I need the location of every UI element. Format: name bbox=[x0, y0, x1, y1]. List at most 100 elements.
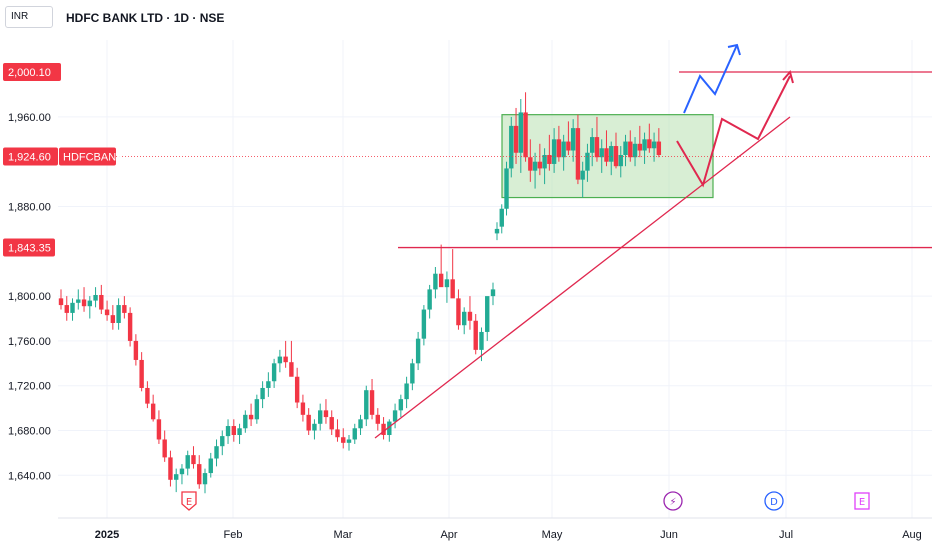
candle-body[interactable] bbox=[312, 423, 317, 431]
candle-body[interactable] bbox=[341, 437, 346, 443]
candle-body[interactable] bbox=[289, 362, 294, 377]
earnings-icon[interactable] bbox=[854, 492, 870, 510]
candle-body[interactable] bbox=[532, 161, 538, 171]
candle-body[interactable] bbox=[358, 419, 363, 429]
candle-body[interactable] bbox=[254, 399, 260, 420]
candle-body[interactable] bbox=[387, 421, 392, 435]
candle-body[interactable] bbox=[494, 228, 500, 234]
candle-body[interactable] bbox=[346, 439, 352, 443]
candle-body[interactable] bbox=[306, 414, 311, 431]
candle-body[interactable] bbox=[110, 315, 116, 323]
candle-body[interactable] bbox=[99, 294, 104, 310]
candle-body[interactable] bbox=[490, 289, 496, 297]
candle-body[interactable] bbox=[542, 154, 547, 169]
trend-line[interactable] bbox=[374, 116, 791, 439]
candle-body[interactable] bbox=[647, 139, 652, 149]
candle-body[interactable] bbox=[556, 139, 562, 158]
candle-body[interactable] bbox=[185, 455, 190, 469]
candle-body[interactable] bbox=[352, 428, 357, 440]
candle-body[interactable] bbox=[283, 356, 288, 363]
candle-body[interactable] bbox=[150, 403, 156, 420]
candle-body[interactable] bbox=[202, 473, 208, 485]
candle-body[interactable] bbox=[456, 298, 461, 326]
candle-body[interactable] bbox=[271, 363, 277, 382]
candle-body[interactable] bbox=[566, 141, 571, 151]
candle-body[interactable] bbox=[594, 137, 600, 158]
candle-body[interactable] bbox=[87, 300, 92, 307]
candle-body[interactable] bbox=[450, 279, 455, 299]
candle-body[interactable] bbox=[375, 414, 380, 424]
candle-body[interactable] bbox=[575, 128, 581, 180]
candle-body[interactable] bbox=[318, 410, 323, 424]
candle-body[interactable] bbox=[651, 141, 657, 149]
candle-body[interactable] bbox=[168, 457, 173, 480]
candle-body[interactable] bbox=[604, 148, 609, 162]
split-bolt-icon[interactable] bbox=[663, 491, 683, 511]
candle-body[interactable] bbox=[174, 474, 179, 480]
candle-body[interactable] bbox=[214, 446, 219, 459]
candle-body[interactable] bbox=[618, 154, 623, 167]
candle-body[interactable] bbox=[58, 298, 64, 306]
candle-body[interactable] bbox=[162, 439, 167, 458]
candle-body[interactable] bbox=[145, 387, 150, 404]
candle-body[interactable] bbox=[300, 402, 306, 415]
candle-body[interactable] bbox=[70, 302, 75, 313]
candle-body[interactable] bbox=[523, 112, 528, 158]
candle-body[interactable] bbox=[156, 419, 162, 440]
candle-body[interactable] bbox=[628, 141, 633, 158]
candle-body[interactable] bbox=[220, 436, 225, 447]
candle-body[interactable] bbox=[139, 359, 144, 388]
candle-body[interactable] bbox=[467, 311, 473, 321]
candle-body[interactable] bbox=[76, 299, 81, 303]
candle-body[interactable] bbox=[485, 296, 490, 332]
candle-body[interactable] bbox=[547, 154, 552, 164]
candle-body[interactable] bbox=[398, 399, 404, 411]
candle-body[interactable] bbox=[277, 356, 283, 364]
candle-body[interactable] bbox=[585, 152, 590, 171]
candle-body[interactable] bbox=[473, 320, 478, 350]
candle-body[interactable] bbox=[64, 305, 69, 313]
candle-body[interactable] bbox=[642, 139, 647, 151]
dividend-icon[interactable] bbox=[764, 491, 784, 511]
candle-body[interactable] bbox=[421, 309, 427, 339]
candle-body[interactable] bbox=[323, 410, 329, 418]
candle-body[interactable] bbox=[329, 417, 334, 430]
candle-body[interactable] bbox=[570, 128, 576, 151]
candle-body[interactable] bbox=[632, 143, 638, 158]
candle-body[interactable] bbox=[613, 146, 619, 167]
candle-body[interactable] bbox=[404, 383, 409, 400]
candle-body[interactable] bbox=[81, 299, 87, 307]
candle-body[interactable] bbox=[116, 305, 121, 323]
candle-body[interactable] bbox=[104, 309, 110, 316]
candle-body[interactable] bbox=[504, 168, 509, 209]
candle-body[interactable] bbox=[509, 125, 514, 169]
candle-body[interactable] bbox=[369, 390, 375, 415]
candle-body[interactable] bbox=[609, 146, 614, 162]
candle-body[interactable] bbox=[208, 458, 213, 474]
candle-body[interactable] bbox=[623, 141, 628, 155]
candle-body[interactable] bbox=[590, 137, 595, 153]
candle-body[interactable] bbox=[381, 423, 386, 435]
candle-body[interactable] bbox=[479, 331, 484, 350]
candle-body[interactable] bbox=[248, 414, 254, 420]
candle-body[interactable] bbox=[551, 139, 557, 164]
candle-body[interactable] bbox=[294, 376, 300, 403]
candle-body[interactable] bbox=[410, 363, 415, 384]
currency-selector[interactable]: INR bbox=[5, 6, 53, 28]
candle-body[interactable] bbox=[513, 125, 519, 153]
candle-body[interactable] bbox=[561, 141, 566, 158]
candle-body[interactable] bbox=[237, 428, 242, 435]
candle-body[interactable] bbox=[580, 170, 585, 180]
candle-body[interactable] bbox=[197, 464, 202, 485]
candle-body[interactable] bbox=[260, 387, 265, 400]
candle-body[interactable] bbox=[335, 429, 340, 438]
candle-body[interactable] bbox=[528, 157, 533, 171]
candle-body[interactable] bbox=[122, 305, 127, 313]
candle-body[interactable] bbox=[191, 455, 196, 465]
candle-body[interactable] bbox=[537, 161, 543, 169]
candle-body[interactable] bbox=[499, 208, 504, 227]
candle-body[interactable] bbox=[438, 273, 444, 288]
candle-body[interactable] bbox=[599, 148, 604, 158]
projection-path-blue[interactable] bbox=[683, 44, 738, 114]
